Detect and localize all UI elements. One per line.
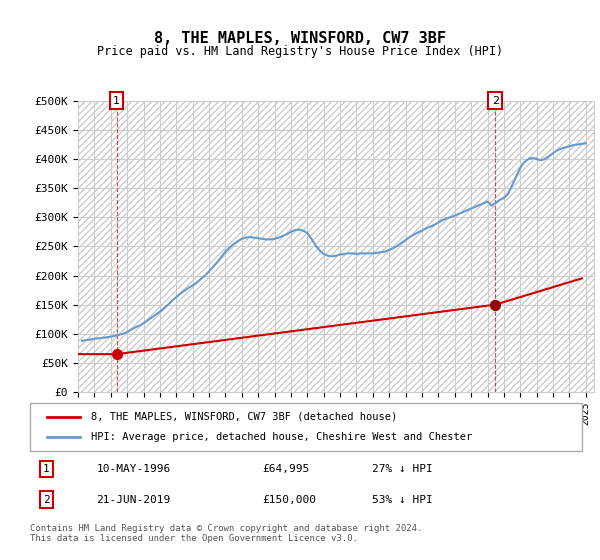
FancyBboxPatch shape — [30, 403, 582, 451]
Text: £150,000: £150,000 — [262, 495, 316, 505]
Text: 2: 2 — [491, 96, 499, 106]
Text: £64,995: £64,995 — [262, 464, 309, 474]
Text: 1: 1 — [113, 96, 120, 106]
Text: Price paid vs. HM Land Registry's House Price Index (HPI): Price paid vs. HM Land Registry's House … — [97, 45, 503, 58]
Text: 21-JUN-2019: 21-JUN-2019 — [96, 495, 170, 505]
Text: HPI: Average price, detached house, Cheshire West and Chester: HPI: Average price, detached house, Ches… — [91, 432, 472, 442]
Text: 8, THE MAPLES, WINSFORD, CW7 3BF (detached house): 8, THE MAPLES, WINSFORD, CW7 3BF (detach… — [91, 412, 397, 422]
Text: 8, THE MAPLES, WINSFORD, CW7 3BF: 8, THE MAPLES, WINSFORD, CW7 3BF — [154, 31, 446, 46]
Text: Contains HM Land Registry data © Crown copyright and database right 2024.
This d: Contains HM Land Registry data © Crown c… — [30, 524, 422, 543]
Text: 1: 1 — [43, 464, 50, 474]
Text: 27% ↓ HPI: 27% ↓ HPI — [372, 464, 433, 474]
Text: 10-MAY-1996: 10-MAY-1996 — [96, 464, 170, 474]
Text: 53% ↓ HPI: 53% ↓ HPI — [372, 495, 433, 505]
Text: 2: 2 — [43, 495, 50, 505]
